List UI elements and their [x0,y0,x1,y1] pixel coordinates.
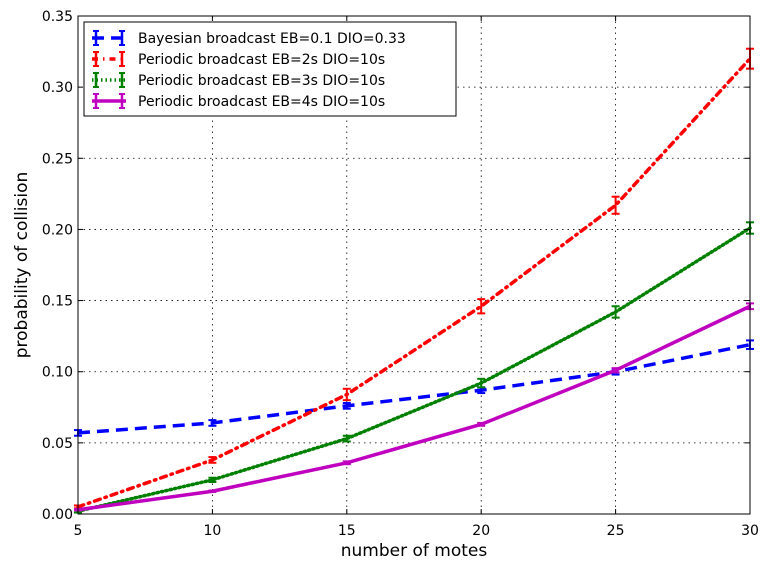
y-tick-label: 0.00 [42,507,73,523]
x-tick-label: 10 [203,523,221,539]
y-tick-label: 0.25 [42,151,73,167]
error-bar [342,387,351,402]
x-tick-label: 5 [74,523,83,539]
y-tick-label: 0.15 [42,294,73,310]
legend-label: Periodic broadcast EB=3s DIO=10s [138,73,385,89]
x-axis-label: number of motes [341,541,488,561]
legend: Bayesian broadcast EB=0.1 DIO=0.33 Period… [83,21,457,117]
error-bar [342,434,351,443]
error-bar [208,456,217,464]
series-2 [74,47,754,510]
error-bar [611,305,620,319]
legend-entry: Bayesian broadcast EB=0.1 DIO=0.33 [92,30,406,47]
plot-frame [77,15,751,515]
error-bar [342,402,351,410]
series-line [77,342,751,435]
x-tick-label: 30 [741,523,759,539]
x-tick-label: 20 [472,523,490,539]
y-tick-label: 0.30 [42,80,73,96]
y-tick-label: 0.05 [42,436,73,452]
axis-ticks: 5 10 15 20 25 30 0.00 0.05 0.10 0.15 0.20 0.25 0.30 0… [42,9,759,539]
legend-label: Periodic broadcast EB=4s DIO=10s [138,94,385,110]
error-bar [208,419,217,427]
error-bar [208,489,217,493]
error-bar [477,377,486,389]
series-4 [74,302,754,512]
series-line [76,226,752,513]
error-bar [208,476,217,483]
y-axis-label: probability of collision [12,172,32,359]
legend-entry: Periodic broadcast EB=4s DIO=10s [92,93,385,110]
series-lines [74,47,754,514]
legend-box [83,21,457,117]
series-line [77,304,751,512]
x-tick-label: 25 [607,523,625,539]
error-bar [342,460,351,466]
legend-entry: Periodic broadcast EB=3s DIO=10s [92,72,385,89]
legend-label: Periodic broadcast EB=2s DIO=10s [138,52,385,68]
y-tick-label: 0.35 [42,9,73,25]
legend-entry: Periodic broadcast EB=2s DIO=10s [92,51,385,68]
x-tick-label: 15 [338,523,356,539]
error-bar [611,195,620,215]
error-bar [611,367,620,374]
error-bar [477,298,486,315]
y-tick-label: 0.20 [42,222,73,238]
legend-label: Bayesian broadcast EB=0.1 DIO=0.33 [138,31,406,47]
series-3 [74,221,754,514]
y-tick-label: 0.10 [42,365,73,381]
series-line [76,56,752,509]
error-bar [477,421,486,427]
